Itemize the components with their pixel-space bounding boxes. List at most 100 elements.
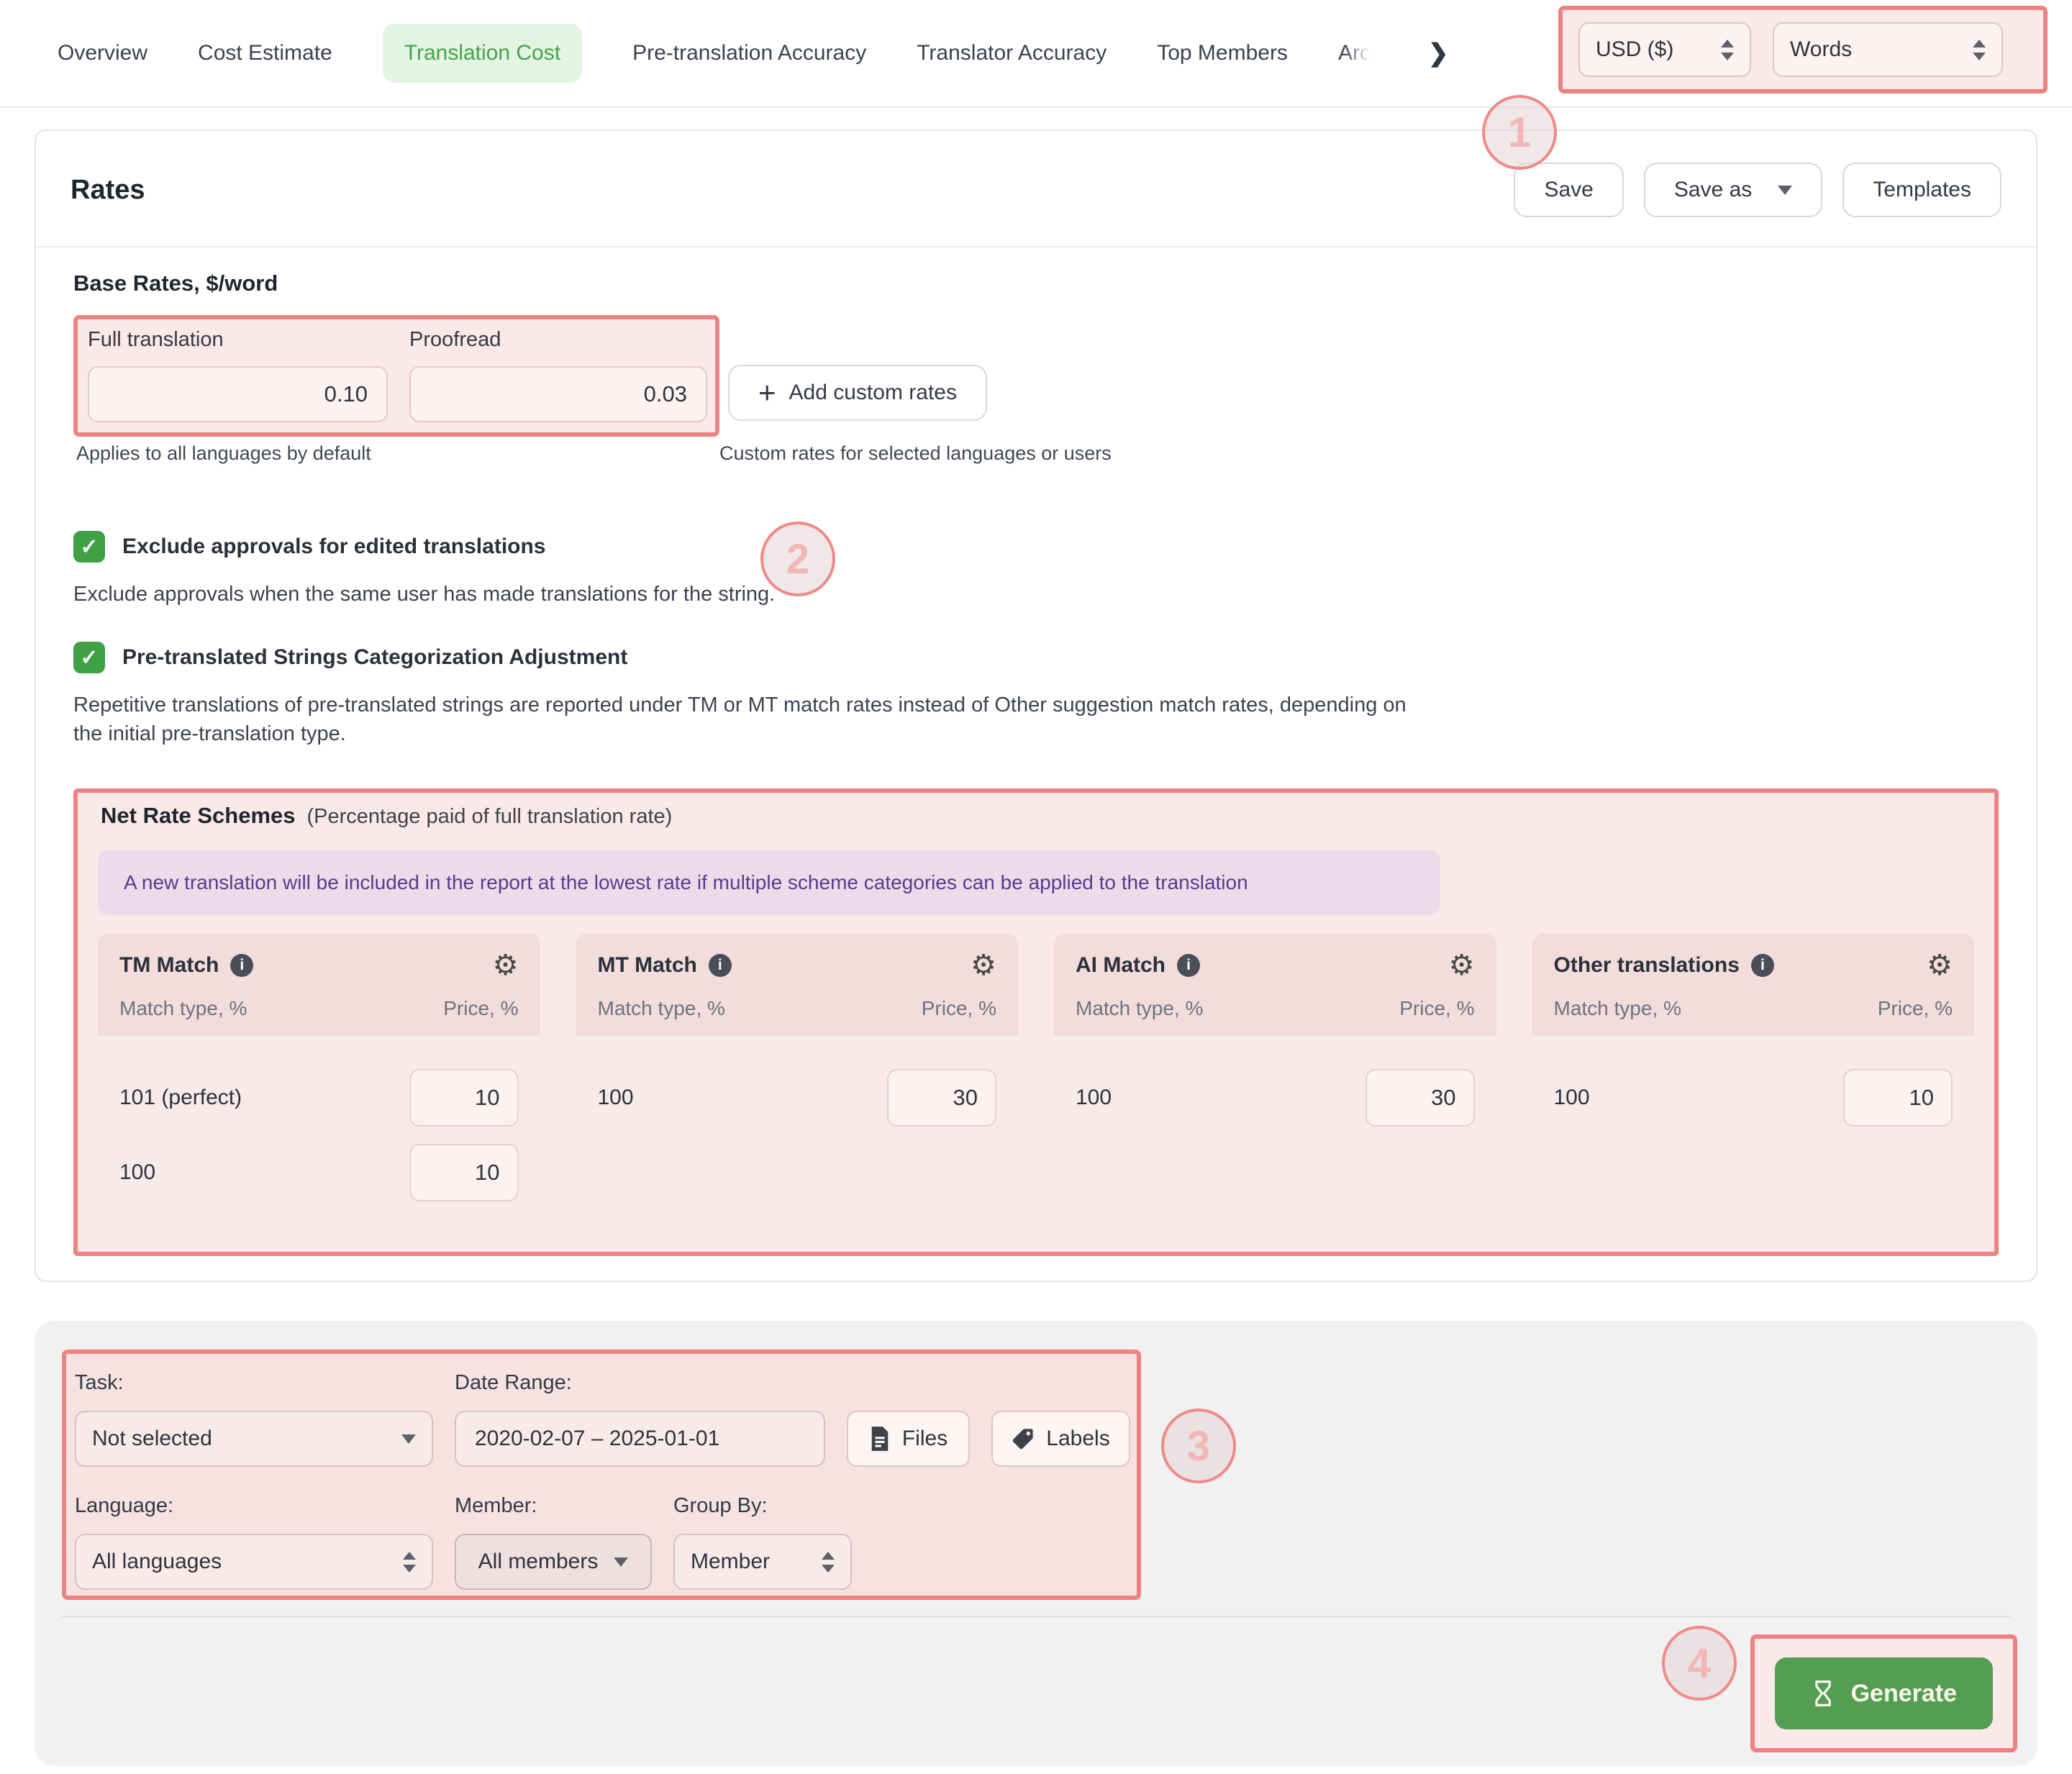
rates-actions: Save Save as Templates (1514, 163, 2001, 217)
annotation-step-1: 1 (1482, 95, 1557, 170)
option-label: Pre-translated Strings Categorization Ad… (122, 645, 628, 670)
group-by-select-value: Member (691, 1550, 771, 1574)
match-type-value: 100 (1553, 1086, 1590, 1110)
match-type-value: 100 (1076, 1086, 1112, 1110)
save-as-button[interactable]: Save as (1643, 163, 1823, 217)
full-translation-rate-input[interactable] (88, 366, 388, 422)
price-input[interactable] (409, 1144, 519, 1202)
info-icon[interactable]: i (1750, 954, 1774, 978)
net-rate-row: 101 (perfect) (119, 1069, 519, 1127)
base-rates-heading: Base Rates, $/word (73, 270, 278, 296)
task-field: Task: Not selected (75, 1371, 433, 1468)
files-field: . Files (847, 1371, 970, 1468)
templates-button[interactable]: Templates (1842, 163, 2001, 217)
proofread-rate-input[interactable] (409, 366, 707, 422)
rates-card: Rates Save Save as Templates Base Rates,… (35, 129, 2037, 1283)
currency-select-value: USD ($) (1596, 37, 1674, 61)
net-rate-schemes-title: Net Rate Schemes (101, 803, 296, 829)
net-rate-row: 100 (598, 1069, 996, 1127)
price-input[interactable] (409, 1069, 519, 1127)
annotation-step-2: 2 (760, 522, 835, 596)
select-arrows-icon (822, 1551, 835, 1573)
date-range-field: Date Range: (455, 1371, 825, 1468)
tab-translator-accuracy[interactable]: Translator Accuracy (917, 41, 1107, 65)
labels-button[interactable]: Labels (991, 1411, 1130, 1468)
net-rate-schemes-header: Net Rate Schemes (Percentage paid of ful… (98, 803, 1974, 829)
proofread-label: Proofread (409, 328, 501, 351)
date-range-label: Date Range: (455, 1371, 572, 1395)
net-card-ai-match: AI Match i ⚙ Match type, % Price, % 100 (1054, 934, 1496, 1241)
save-button[interactable]: Save (1514, 163, 1624, 217)
filters-row-2: Language: All languages Member: All memb… (75, 1494, 1137, 1591)
option-label: Exclude approvals for edited translation… (122, 535, 546, 558)
annotation-box-step2-base-rates: Full translation Proofread (73, 315, 719, 437)
net-card-mt-match: MT Match i ⚙ Match type, % Price, % 100 (576, 934, 1018, 1241)
full-translation-label: Full translation (88, 328, 224, 351)
option-description: Exclude approvals when the same user has… (73, 583, 776, 606)
price-input[interactable] (887, 1069, 996, 1127)
task-select-value: Not selected (92, 1427, 212, 1451)
select-arrows-icon (403, 1551, 416, 1573)
exclude-approvals-checkbox[interactable]: ✓ (73, 531, 105, 563)
select-arrows-icon (1721, 39, 1734, 60)
add-custom-rates-button[interactable]: + Add custom rates (728, 365, 987, 421)
task-label: Task: (75, 1371, 124, 1395)
annotation-box-step3-filters: Task: Not selected Date Range: . (62, 1350, 1141, 1601)
task-select[interactable]: Not selected (75, 1411, 433, 1468)
generate-row: Generate (35, 1634, 2037, 1753)
language-field: Language: All languages (75, 1494, 433, 1591)
gear-icon[interactable]: ⚙ (492, 950, 519, 982)
annotation-box-step1: USD ($) Words (1558, 6, 2048, 94)
info-icon[interactable]: i (1177, 954, 1201, 978)
match-type-value: 101 (perfect) (119, 1086, 242, 1110)
date-range-input-wrap (455, 1411, 825, 1468)
rates-card-body: Base Rates, $/word Full translation Proo… (36, 247, 2036, 1281)
labels-field: . Labels (991, 1371, 1130, 1468)
member-select[interactable]: All members (455, 1534, 652, 1591)
tag-icon (1012, 1429, 1033, 1450)
match-type-header: Match type, % (119, 997, 247, 1020)
net-rate-schemes-subtitle: (Percentage paid of full translation rat… (306, 805, 673, 829)
tab-overview[interactable]: Overview (58, 41, 148, 65)
match-type-header: Match type, % (1076, 997, 1204, 1020)
gear-icon[interactable]: ⚙ (1448, 950, 1475, 982)
price-header: Price, % (443, 997, 519, 1020)
language-select[interactable]: All languages (75, 1534, 433, 1591)
filters-row-1: Task: Not selected Date Range: . (75, 1371, 1137, 1468)
tab-top-members[interactable]: Top Members (1157, 41, 1288, 65)
price-input[interactable] (1843, 1069, 1953, 1127)
tab-cost-estimate[interactable]: Cost Estimate (198, 41, 332, 65)
group-by-select[interactable]: Member (673, 1534, 852, 1591)
net-rate-row: 100 (119, 1144, 519, 1202)
generate-button[interactable]: Generate (1774, 1657, 1993, 1730)
price-header: Price, % (1877, 997, 1953, 1020)
net-card-title: Other translations i (1554, 953, 1774, 978)
gear-icon[interactable]: ⚙ (1927, 950, 1953, 982)
tab-pre-translation-accuracy[interactable]: Pre-translation Accuracy (632, 41, 867, 65)
date-range-input[interactable] (475, 1427, 805, 1452)
base-rates-row: Full translation Proofread + Add custom … (73, 315, 1999, 437)
info-icon[interactable]: i (708, 954, 732, 978)
tab-translation-cost[interactable]: Translation Cost (382, 24, 583, 83)
net-rate-row: 100 (1076, 1069, 1475, 1127)
chevron-right-icon[interactable]: ❯ (1427, 40, 1449, 67)
base-rates-hints: Applies to all languages by default Cust… (73, 442, 1999, 465)
option-description: Repetitive translations of pre-translate… (73, 693, 1407, 746)
annotation-box-step2-net-rate-schemes: Net Rate Schemes (Percentage paid of ful… (73, 788, 1999, 1257)
caret-down-icon (614, 1557, 629, 1567)
gear-icon[interactable]: ⚙ (971, 950, 996, 982)
reports-tab-bar: Overview Cost Estimate Translation Cost … (0, 0, 2072, 108)
member-select-value: All members (478, 1550, 599, 1574)
report-settings-panel: Task: Not selected Date Range: . (35, 1321, 2037, 1767)
member-label: Member: (455, 1494, 537, 1518)
pretranslated-adjustment-checkbox[interactable]: ✓ (73, 642, 105, 674)
select-arrows-icon (1973, 39, 1986, 60)
file-icon (871, 1427, 889, 1451)
info-icon[interactable]: i (230, 954, 254, 978)
price-input[interactable] (1365, 1069, 1475, 1127)
currency-select[interactable]: USD ($) (1578, 22, 1751, 77)
rates-card-header: Rates Save Save as Templates (36, 131, 2036, 247)
unit-select[interactable]: Words (1773, 22, 2003, 77)
tab-archive-truncated[interactable]: Arc (1337, 41, 1371, 65)
files-button[interactable]: Files (847, 1411, 970, 1468)
